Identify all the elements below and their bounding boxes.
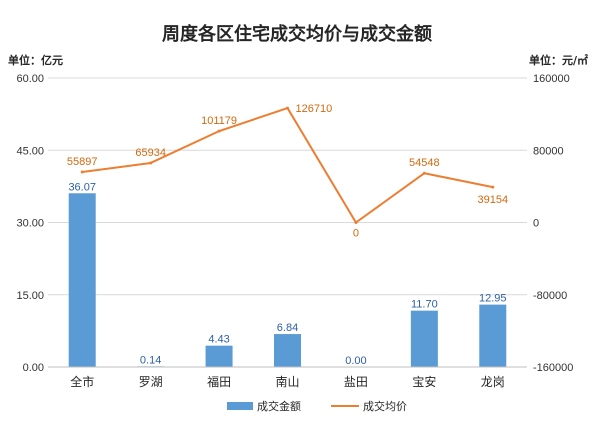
line-point — [217, 129, 221, 133]
line-data-label: 0 — [353, 228, 359, 240]
left-axis-unit: 单位：亿元 — [8, 53, 63, 67]
bar-data-label: 0.14 — [140, 354, 161, 366]
bar-data-label: 6.84 — [277, 322, 298, 334]
right-axis-unit: 单位：元/㎡ — [529, 53, 588, 67]
bar-data-label: 36.07 — [68, 181, 96, 193]
bar — [68, 193, 96, 367]
x-tick-label: 南山 — [275, 374, 299, 389]
line-point — [491, 185, 495, 189]
bar-data-label: 0.00 — [345, 355, 366, 367]
bar-data-label: 4.43 — [208, 334, 229, 346]
chart-title: 周度各区住宅成交均价与成交金额 — [162, 23, 432, 45]
y-left-tick-label: 60.00 — [16, 73, 44, 85]
y-left-tick-label: 0.00 — [23, 362, 44, 374]
line-data-label: 126710 — [296, 103, 333, 115]
x-tick-label: 龙岗 — [481, 375, 505, 389]
line-data-label: 101179 — [201, 115, 237, 127]
x-tick-label: 宝安 — [412, 374, 436, 389]
legend-line-label: 成交均价 — [363, 399, 407, 413]
line-point — [80, 170, 84, 174]
y-left-tick-label: 45.00 — [16, 145, 44, 157]
bar-series: 36.07 0.14 4.43 6.84 0.00 11.70 12.95 — [68, 181, 507, 367]
bar — [479, 304, 507, 367]
line-series: 55897 65934 101179 126710 0 54548 39154 — [67, 103, 508, 239]
legend: 成交金额 成交均价 — [227, 399, 407, 413]
line-point — [422, 171, 426, 175]
y-right-tick-label: 80000 — [533, 145, 564, 157]
y-right-tick-label: -160000 — [533, 362, 573, 374]
axes: 0.00 15.00 30.00 45.00 60.00 -160000 -80000 0 80… — [16, 73, 573, 389]
line-data-label: 39154 — [477, 194, 508, 206]
bar — [205, 345, 233, 367]
x-tick-label: 罗湖 — [139, 374, 163, 389]
y-right-tick-label: 160000 — [533, 73, 570, 85]
y-right-tick-label: 0 — [533, 218, 539, 230]
bar — [410, 310, 438, 367]
y-left-tick-label: 30.00 — [16, 218, 44, 230]
x-tick-label: 盐田 — [344, 375, 368, 389]
x-tick-label: 福田 — [207, 374, 231, 389]
y-left-tick-label: 15.00 — [16, 290, 44, 302]
line-point — [286, 106, 289, 110]
line-data-label: 65934 — [135, 147, 166, 159]
legend-bar-label: 成交金额 — [257, 399, 301, 413]
legend-bar-swatch — [227, 402, 253, 410]
line-point — [354, 221, 358, 224]
gridlines — [48, 77, 527, 296]
line-data-label: 55897 — [67, 156, 98, 168]
line-point — [149, 161, 153, 165]
x-tick-label: 全市 — [70, 374, 94, 389]
bar-data-label: 12.95 — [479, 293, 507, 305]
bar — [274, 334, 301, 367]
y-right-tick-label: -80000 — [533, 290, 567, 302]
line-data-label: 54548 — [409, 157, 440, 169]
bar-data-label: 11.70 — [411, 299, 438, 311]
